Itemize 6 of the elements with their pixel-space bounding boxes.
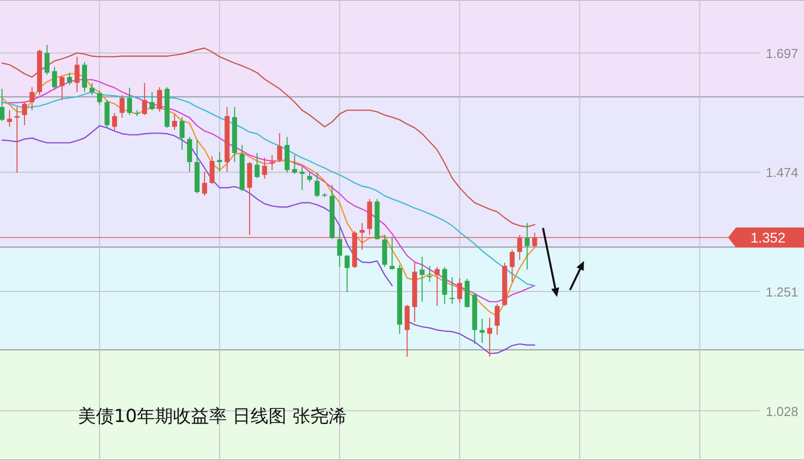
ref-line-label: 1.352 [750, 229, 786, 246]
y-tick-label: 1.251 [766, 284, 798, 300]
y-tick-label: 1.697 [766, 46, 798, 61]
y-tick-label: 1.474 [766, 165, 798, 180]
y-tick-label: 1.028 [766, 404, 798, 419]
text: 美债10年期收益率 日线图 张尧浠 [78, 406, 346, 427]
